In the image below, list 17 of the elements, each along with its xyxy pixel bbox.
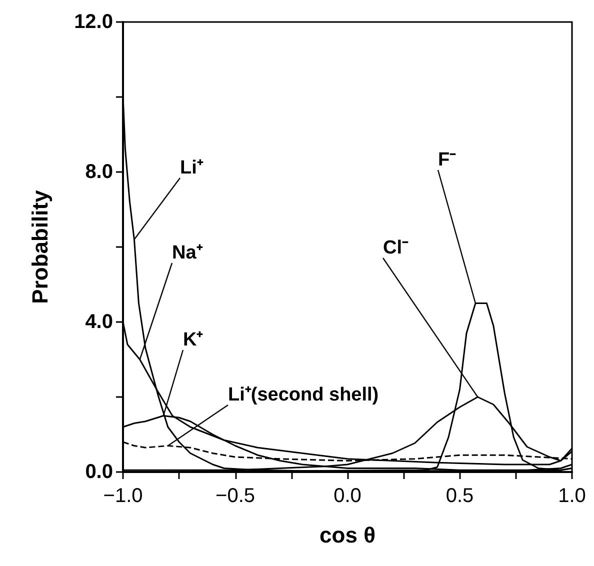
y-axis-title: Probability [28,189,52,304]
y-tick-label: 8.0 [85,161,113,183]
x-tick-label: 0.5 [446,485,474,507]
text: Li⁺ [180,158,204,178]
x-tick-label: 0.0 [334,485,362,507]
text: F⁻ [438,150,457,170]
y-tick-label: 4.0 [85,311,113,333]
x-tick-label: −1.0 [103,485,143,507]
x-tick-label: 1.0 [558,485,586,507]
text: Li⁺(second shell) [228,384,379,406]
x-axis-title: cos θ [320,522,376,548]
x-tick-label: −0.5 [216,485,255,507]
y-tick-label: 12.0 [74,11,113,33]
y-tick-label: 0.0 [85,461,113,483]
text: Cl⁻ [383,238,409,258]
text: Na⁺ [172,242,204,264]
text: K⁺ [183,330,204,350]
